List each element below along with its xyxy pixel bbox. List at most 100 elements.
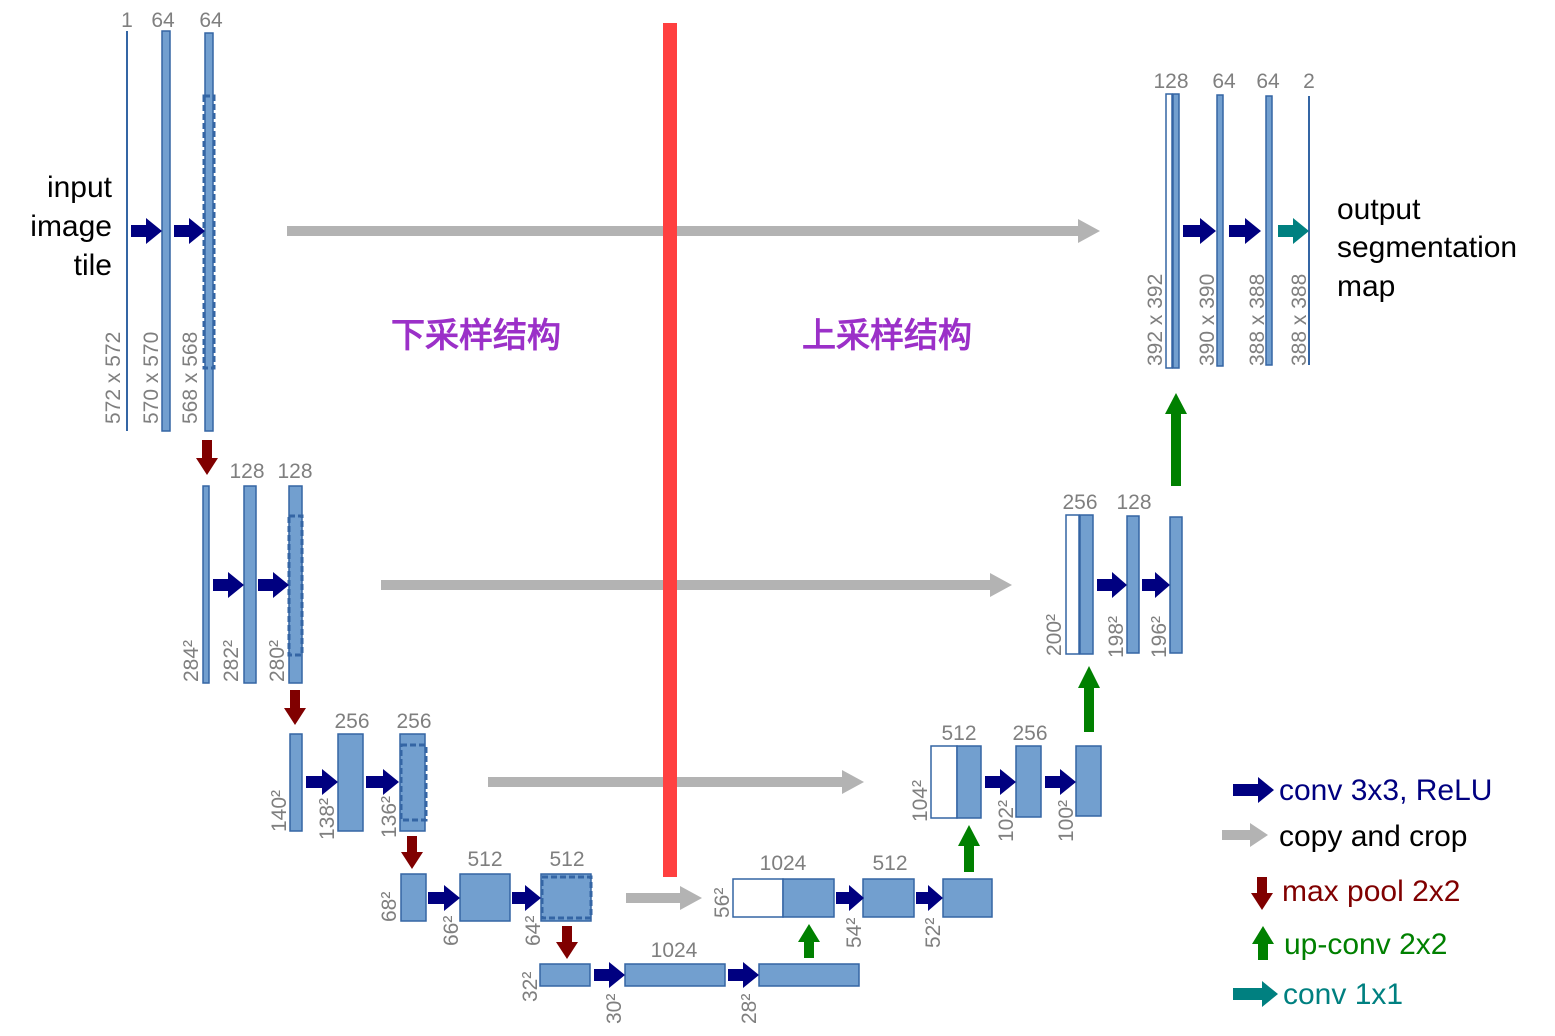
- size-label: 196²: [1148, 616, 1171, 658]
- size-label: 388 x 388: [1246, 274, 1269, 366]
- input-label-line: input: [47, 171, 113, 204]
- feature-map-l5-conv1: [624, 963, 726, 987]
- size-label: 68²: [378, 892, 401, 922]
- feature-map-u1-conv1: [1216, 94, 1224, 367]
- legend-label-maxpool: max pool 2x2: [1282, 875, 1460, 908]
- channel-label: 256: [1062, 491, 1097, 514]
- conv-arrow: [213, 572, 244, 598]
- channel-label: 512: [467, 848, 502, 871]
- channel-label: 64: [199, 9, 223, 32]
- conv-arrow: [594, 962, 625, 988]
- channel-label: 64: [151, 9, 175, 32]
- conv-arrows: [131, 218, 1261, 988]
- size-label: 570 x 570: [140, 332, 163, 424]
- maxpool-arrow: [556, 926, 578, 959]
- legend-label-copy: copy and crop: [1279, 820, 1467, 853]
- size-label: 64²: [522, 916, 545, 946]
- size-label: 390 x 390: [1196, 274, 1219, 366]
- up-level-2-blocks: [1065, 514, 1183, 655]
- skip-copy-u4: [732, 878, 784, 918]
- size-label: 284²: [180, 640, 203, 682]
- skip-copy-u1: [1165, 93, 1173, 369]
- conv-arrow: [1183, 218, 1216, 244]
- skip-copy-u2: [1065, 514, 1080, 655]
- feature-map-u3-conv1: [1015, 745, 1042, 818]
- up-level-1-blocks: [1165, 93, 1310, 369]
- feature-map-l3-conv1: [337, 733, 364, 832]
- upconv-arrow: [1165, 393, 1187, 486]
- feature-map-l5-conv2: [758, 963, 860, 987]
- size-label: 140²: [268, 790, 291, 832]
- feature-map-l5-pool: [539, 963, 591, 987]
- feature-map-l4-conv2: [540, 873, 592, 922]
- feature-map-output: [1308, 96, 1310, 365]
- feature-map-u2-conv1: [1126, 515, 1140, 654]
- size-label: 572 x 572: [102, 332, 125, 424]
- feature-map-u4-conv1: [862, 878, 915, 918]
- size-label: 32²: [519, 972, 542, 1002]
- feature-map-l4-pool: [400, 873, 427, 922]
- feature-map-u4-conv2: [942, 878, 993, 918]
- legend: conv 3x3, ReLU copy and crop max pool 2x…: [1222, 774, 1492, 1011]
- feature-map-u3-up: [956, 745, 982, 819]
- size-label: 388 x 388: [1288, 274, 1311, 366]
- channel-label: 64: [1212, 70, 1236, 93]
- conv-arrow: [306, 769, 338, 795]
- feature-map-l2-pool: [202, 485, 210, 684]
- channel-label: 128: [1116, 491, 1151, 514]
- maxpool-arrow: [284, 690, 306, 725]
- up-level-4-blocks: [732, 878, 993, 918]
- channel-label: 64: [1256, 70, 1280, 93]
- legend-maxpool-arrow: [1251, 877, 1273, 910]
- channel-label: 2: [1303, 70, 1315, 93]
- maxpool-arrow: [196, 440, 218, 475]
- legend-label-conv: conv 3x3, ReLU: [1279, 774, 1492, 807]
- size-label: 52²: [922, 918, 945, 948]
- output-label-line: output: [1337, 193, 1421, 226]
- crop-region-l3: [399, 743, 428, 822]
- maxpool-arrow: [401, 836, 423, 869]
- level-4-blocks: [400, 873, 593, 922]
- level-3-blocks: [289, 733, 428, 832]
- conv-arrow: [916, 885, 943, 911]
- legend-label-upconv: up-conv 2x2: [1284, 928, 1447, 961]
- conv-arrow: [1045, 769, 1076, 795]
- downsampling-label: 下采样结构: [391, 316, 561, 356]
- divider-line: [663, 23, 677, 877]
- copy-crop-arrow-l1: [287, 219, 1100, 243]
- level-5-blocks: [539, 963, 860, 987]
- conv-arrow: [512, 885, 541, 911]
- channel-label: 512: [872, 852, 907, 875]
- up-level-3-blocks: [930, 745, 1102, 819]
- channel-label: 256: [1012, 722, 1047, 745]
- conv-arrow: [258, 572, 289, 598]
- legend-upconv-arrow: [1252, 926, 1274, 960]
- crop-region-l2: [287, 514, 304, 657]
- upconv-arrows: [798, 393, 1187, 958]
- size-label: 56²: [711, 888, 734, 918]
- channel-label: 512: [549, 848, 584, 871]
- input-label-line: tile: [74, 249, 112, 282]
- legend-copy-arrow: [1222, 823, 1268, 847]
- legend-conv-arrow: [1233, 777, 1274, 803]
- upconv-arrow: [958, 825, 980, 872]
- feature-map-u1-conv2: [1265, 95, 1273, 366]
- copy-crop-arrow-l2: [381, 573, 1012, 597]
- channel-label: 512: [941, 722, 976, 745]
- conv-arrow: [174, 218, 205, 244]
- input-label-line: image: [30, 210, 112, 243]
- size-label: 54²: [843, 918, 866, 948]
- size-label: 66²: [440, 916, 463, 946]
- size-label: 200²: [1043, 614, 1066, 656]
- channel-label: 1024: [651, 939, 698, 962]
- crop-region-l1: [202, 94, 216, 370]
- channel-label: 128: [1153, 70, 1188, 93]
- channel-label: 1024: [760, 852, 807, 875]
- upconv-arrow: [1078, 666, 1100, 732]
- size-label: 28²: [738, 994, 761, 1024]
- size-label: 104²: [909, 780, 932, 822]
- size-label: 30²: [603, 994, 626, 1024]
- feature-map-l2-conv1: [243, 485, 257, 684]
- conv-arrow: [985, 769, 1016, 795]
- size-label: 100²: [1055, 800, 1078, 842]
